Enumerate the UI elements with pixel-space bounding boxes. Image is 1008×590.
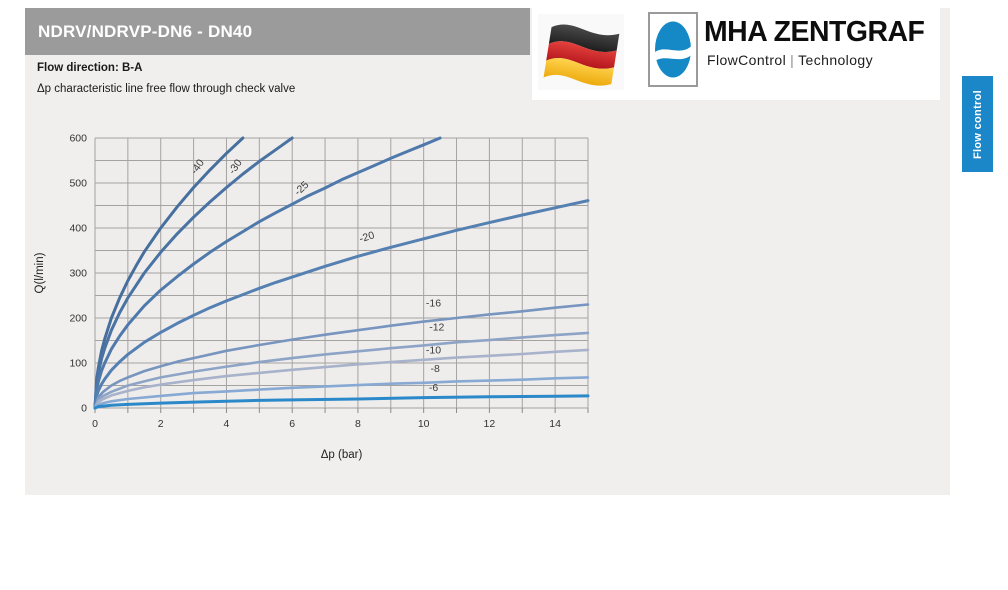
page-title: NDRV/NDRVP-DN6 - DN40 — [25, 22, 252, 42]
chart-intro: Flow direction: B-A Δp characteristic li… — [37, 62, 295, 95]
y-tick-label: 500 — [69, 178, 87, 190]
x-tick-label: 12 — [484, 418, 496, 430]
flow-direction-label: Flow direction: B-A — [37, 62, 295, 74]
curve-label--16: -16 — [426, 297, 441, 309]
flow-control-tab-label: Flow control — [972, 90, 984, 159]
brand-tagline: FlowControl|Technology — [707, 52, 940, 68]
x-tick-label: 6 — [289, 418, 295, 430]
flow-chart: 024681012140100200300400500600-40-30-25-… — [25, 125, 665, 475]
curve-label--10: -10 — [426, 345, 441, 357]
y-tick-label: 100 — [69, 358, 87, 370]
x-tick-label: 4 — [224, 418, 230, 430]
x-tick-label: 0 — [92, 418, 98, 430]
brand-name: MHA ZENTGRAF — [704, 16, 935, 49]
y-tick-label: 200 — [69, 313, 87, 325]
y-tick-label: 400 — [69, 223, 87, 235]
tagline-separator: | — [786, 52, 798, 68]
page: NDRV/NDRVP-DN6 - DN40 Flow direction: B-… — [0, 0, 1008, 590]
logo-area: MHA ZENTGRAF FlowControl|Technology — [532, 0, 940, 100]
mha-logo-icon — [648, 12, 698, 87]
x-tick-label: 14 — [549, 418, 561, 430]
brand-text: MHA ZENTGRAF FlowControl|Technology — [704, 16, 940, 68]
tagline-right: Technology — [798, 52, 873, 68]
chart-description: Δp characteristic line free flow through… — [37, 83, 295, 95]
y-tick-label: 600 — [69, 133, 87, 145]
y-tick-label: 300 — [69, 268, 87, 280]
x-tick-label: 2 — [158, 418, 164, 430]
y-tick-label: 0 — [81, 403, 87, 415]
curve-label--8: -8 — [430, 363, 439, 375]
tagline-left: FlowControl — [707, 52, 786, 68]
curve-label--6: -6 — [429, 382, 438, 394]
flow-control-tab[interactable]: Flow control — [962, 76, 993, 172]
x-tick-label: 8 — [355, 418, 361, 430]
x-tick-label: 10 — [418, 418, 430, 430]
flow-chart-svg: 024681012140100200300400500600-40-30-25-… — [25, 125, 665, 475]
y-axis-title: Q(l/min) — [34, 252, 46, 293]
header-bar: NDRV/NDRVP-DN6 - DN40 — [25, 8, 530, 55]
german-flag-icon — [538, 14, 624, 90]
x-axis-title: Δp (bar) — [321, 449, 363, 461]
curve-label--12: -12 — [429, 322, 444, 334]
